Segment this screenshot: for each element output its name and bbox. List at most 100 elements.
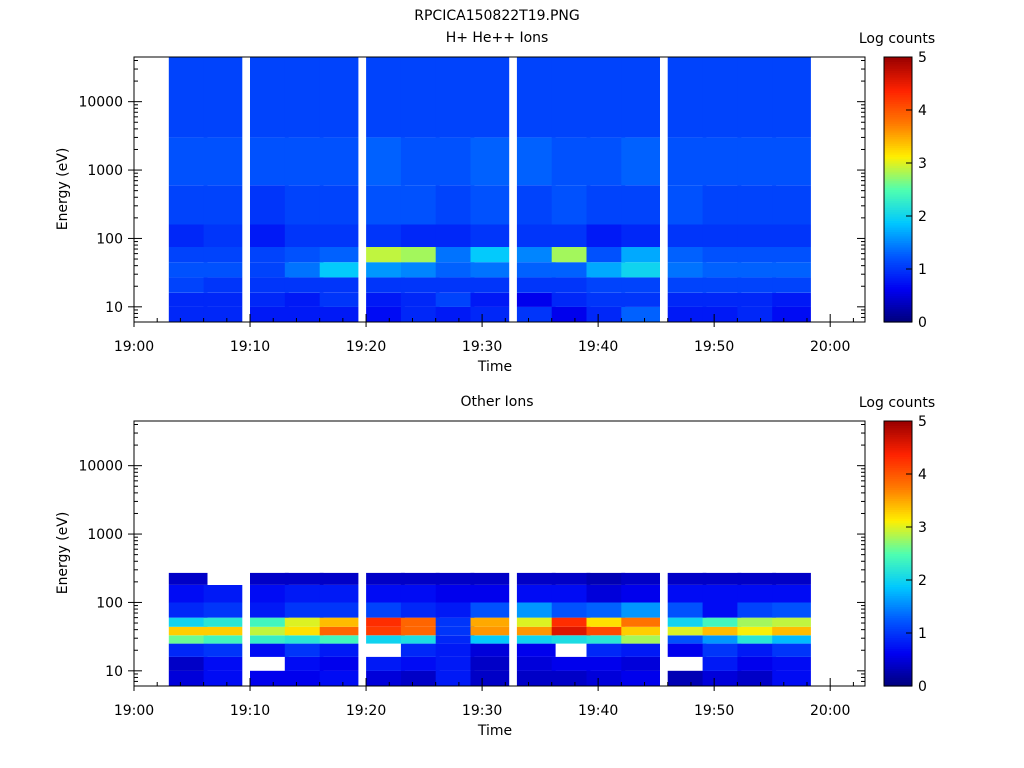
heatmap-cell bbox=[586, 262, 626, 278]
heatmap-cell bbox=[250, 643, 289, 657]
colorbar-swatch bbox=[884, 666, 912, 669]
heatmap-cell bbox=[516, 277, 556, 293]
heatmap-cell bbox=[435, 656, 475, 671]
colorbar-swatch bbox=[884, 661, 912, 665]
colorbar-swatch bbox=[884, 169, 912, 173]
heatmap-cell bbox=[319, 643, 359, 657]
colorbar-tick-label: 2 bbox=[918, 209, 927, 225]
colorbar-swatch bbox=[884, 491, 912, 495]
heatmap-cell bbox=[772, 617, 811, 627]
heatmap-cell bbox=[470, 185, 510, 225]
heatmap-cell bbox=[470, 572, 510, 585]
colorbar-label: Log counts bbox=[859, 395, 935, 411]
colorbar-tick-label: 5 bbox=[918, 414, 927, 430]
x-tick-label: 19:00 bbox=[114, 339, 154, 355]
heatmap-cell bbox=[250, 277, 289, 293]
colorbar-swatch bbox=[884, 520, 912, 524]
colorbar-swatch bbox=[884, 542, 912, 546]
colorbar-swatch bbox=[884, 677, 912, 680]
heatmap-cell bbox=[621, 247, 660, 263]
colorbar-swatch bbox=[884, 79, 912, 82]
colorbar-swatch bbox=[884, 121, 912, 124]
heatmap-cell bbox=[737, 137, 777, 186]
colorbar-tick-label: 0 bbox=[918, 315, 927, 331]
heatmap-cell bbox=[250, 292, 289, 307]
heatmap-cell bbox=[168, 277, 208, 293]
heatmap-cell bbox=[366, 262, 405, 278]
x-tick-label: 19:40 bbox=[578, 703, 618, 719]
colorbar-swatch bbox=[884, 313, 912, 316]
heatmap-cell bbox=[250, 585, 289, 603]
heatmap-cell bbox=[400, 277, 440, 293]
heatmap-cell bbox=[737, 224, 777, 247]
heatmap-cell bbox=[284, 585, 324, 603]
colorbar-tick-label: 5 bbox=[918, 50, 927, 66]
heatmap-cell bbox=[284, 137, 324, 186]
colorbar-swatch bbox=[884, 260, 912, 263]
heatmap-cell bbox=[400, 262, 440, 278]
heatmap-cell bbox=[772, 277, 811, 293]
heatmap-cell bbox=[516, 643, 556, 657]
heatmap-cell bbox=[470, 262, 510, 278]
colorbar-swatch bbox=[884, 524, 912, 528]
colorbar-swatch bbox=[884, 174, 912, 177]
colorbar-swatch bbox=[884, 165, 912, 169]
colorbar-swatch bbox=[884, 615, 912, 619]
heatmap-cell bbox=[435, 262, 475, 278]
colorbar: 0 1 2 3 4 5 bbox=[883, 50, 927, 331]
heatmap-cell bbox=[168, 306, 208, 322]
heatmap-cell bbox=[586, 247, 626, 263]
heatmap-cell bbox=[470, 306, 510, 322]
heatmap-cell bbox=[586, 670, 626, 686]
y-tick-label: 10000 bbox=[78, 459, 123, 475]
heatmap-cell bbox=[551, 57, 591, 138]
colorbar-swatch bbox=[884, 171, 912, 175]
heatmap-cell bbox=[400, 670, 440, 686]
colorbar-swatch bbox=[884, 178, 912, 182]
colorbar-swatch bbox=[884, 635, 912, 639]
colorbar-swatch bbox=[884, 244, 912, 248]
heatmap-cell bbox=[772, 572, 811, 585]
colorbar-swatch bbox=[884, 672, 912, 676]
colorbar-tick-label: 2 bbox=[918, 573, 927, 589]
colorbar-tick-label: 4 bbox=[918, 467, 927, 483]
heatmap-cell bbox=[168, 602, 208, 618]
heatmap-cell bbox=[319, 292, 359, 307]
colorbar-swatch bbox=[884, 469, 912, 473]
colorbar-swatch bbox=[884, 227, 912, 230]
x-tick-label: 19:00 bbox=[114, 703, 154, 719]
heatmap-cell bbox=[366, 277, 405, 293]
heatmap-cell bbox=[772, 635, 811, 644]
colorbar-swatch bbox=[884, 549, 912, 552]
heatmap-cell bbox=[516, 670, 556, 686]
heatmap-cell bbox=[667, 137, 707, 186]
colorbar-swatch bbox=[884, 209, 912, 213]
colorbar-swatch bbox=[884, 474, 912, 477]
heatmap-cell bbox=[586, 306, 626, 322]
colorbar-swatch bbox=[884, 317, 912, 321]
heatmap-cell bbox=[470, 643, 510, 657]
heatmap-cell bbox=[250, 262, 289, 278]
heatmap-cell bbox=[168, 572, 208, 585]
colorbar-swatch bbox=[884, 624, 912, 627]
x-tick-label: 19:10 bbox=[230, 339, 270, 355]
colorbar-swatch bbox=[884, 427, 912, 431]
colorbar-swatch bbox=[884, 255, 912, 259]
colorbar-swatch bbox=[884, 112, 912, 116]
heatmap-cell bbox=[586, 585, 626, 603]
heatmap-cell bbox=[737, 292, 777, 307]
colorbar-swatch bbox=[884, 496, 912, 499]
heatmap-cell bbox=[250, 224, 289, 247]
colorbar-swatch bbox=[884, 193, 912, 197]
colorbar-swatch bbox=[884, 588, 912, 592]
heatmap-cell bbox=[366, 292, 405, 307]
heatmap-cell bbox=[586, 185, 626, 225]
colorbar-swatch bbox=[884, 310, 912, 314]
colorbar-swatch bbox=[884, 116, 912, 120]
colorbar-swatch bbox=[884, 198, 912, 202]
heatmap-cell bbox=[737, 262, 777, 278]
colorbar-swatch bbox=[884, 304, 912, 308]
heatmap-cell bbox=[400, 185, 440, 225]
heatmap-cell bbox=[772, 224, 811, 247]
colorbar-swatch bbox=[884, 134, 912, 138]
